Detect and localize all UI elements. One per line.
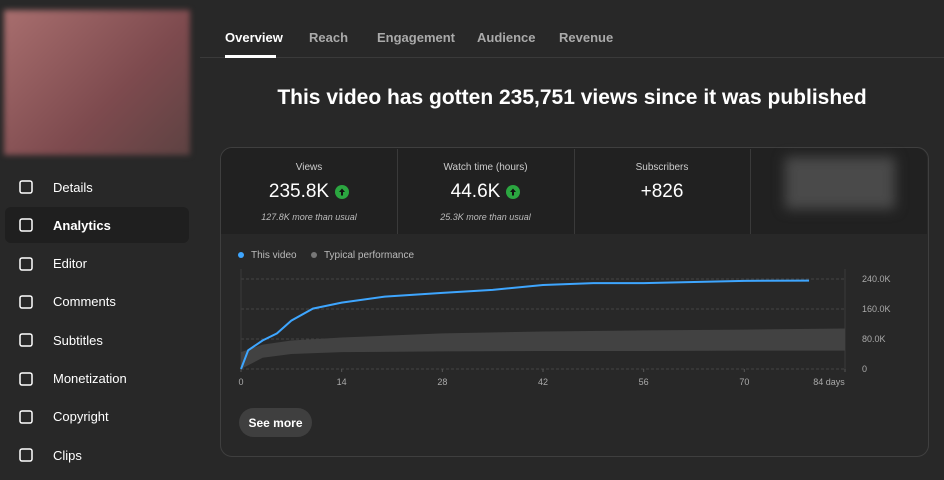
metric-value-text: 235.8K — [268, 181, 330, 202]
tab[interactable]: Overview — [225, 30, 283, 45]
y-tick-label: 0 — [862, 364, 867, 374]
thumbnail — [4, 10, 190, 155]
tab-indicator — [225, 55, 276, 58]
icon — [19, 295, 33, 309]
see-more-button[interactable]: See more — [239, 408, 312, 437]
metric-value: 44.6K — [398, 181, 574, 203]
divider — [200, 57, 944, 58]
legend-dot — [311, 252, 317, 258]
x-tick-label: 28 — [437, 377, 447, 387]
icon — [19, 448, 33, 462]
metric-value: 235.8K — [221, 181, 397, 203]
metric-label-text: Subscribers — [635, 162, 689, 173]
metric-label: Subscribers — [574, 162, 750, 173]
y-tick-label: 160.0K — [862, 304, 891, 314]
metric-label: Views — [221, 162, 397, 173]
icon — [19, 256, 33, 271]
card — [220, 147, 929, 457]
tab[interactable]: Audience — [477, 30, 536, 45]
nav-item[interactable]: Copyright — [5, 399, 189, 435]
x-tick-label: 70 — [739, 377, 749, 387]
metric-value: +826 — [574, 181, 750, 203]
typical-band — [241, 328, 845, 369]
metric-tile: Views 235.8K 127.8K more than usual — [221, 149, 398, 234]
nav-item[interactable]: Subtitles — [5, 322, 189, 358]
tab[interactable]: Engagement — [377, 30, 456, 45]
icon — [19, 410, 33, 424]
metric-label-text: Views — [295, 162, 323, 173]
nav-item[interactable]: Clips — [5, 437, 189, 473]
y-tick-label: 240.0K — [862, 274, 891, 284]
icon — [19, 180, 33, 194]
x-tick-label: 84 days — [813, 377, 845, 387]
up-icon — [335, 185, 350, 199]
icon — [19, 333, 33, 347]
icon — [19, 218, 33, 233]
metric-label: Watch time (hours) — [398, 162, 574, 173]
nav-item[interactable]: Monetization — [5, 361, 189, 397]
nav-item[interactable]: Analytics — [5, 207, 189, 244]
nav-item[interactable]: Details — [5, 169, 189, 205]
x-tick-label: 42 — [538, 377, 548, 387]
metric-value-text: 44.6K — [450, 181, 501, 202]
legend-label: Typical performance — [324, 250, 414, 261]
headline: This video has gotten 235,751 views sinc… — [277, 86, 867, 109]
blurred-metric — [785, 157, 895, 209]
metric-label-text: Watch time (hours) — [443, 162, 528, 173]
icon — [19, 371, 33, 386]
series-line — [240, 279, 810, 370]
x-tick-label: 0 — [238, 377, 243, 387]
y-tick-label: 80.0K — [862, 334, 886, 344]
metric-tile: Watch time (hours) 44.6K 25.3K more than u… — [398, 149, 575, 234]
tab[interactable]: Revenue — [559, 30, 614, 45]
tab[interactable]: Reach — [309, 30, 349, 45]
metric-note-text: 127.8K more than usual — [261, 212, 357, 222]
metric-note: 25.3K more than usual — [398, 212, 574, 222]
up-icon — [506, 185, 521, 199]
metric-note-text: 25.3K more than usual — [440, 212, 531, 222]
legend-dot — [238, 252, 244, 258]
x-tick-label: 56 — [639, 377, 649, 387]
metric-value-text: +826 — [640, 181, 684, 202]
metric-note: 127.8K more than usual — [221, 212, 397, 222]
legend-label: This video — [251, 250, 297, 261]
nav-item[interactable]: Editor — [5, 246, 189, 282]
metric-tile: Subscribers +826 — [574, 149, 751, 234]
x-tick-label: 14 — [337, 377, 347, 387]
nav-item[interactable]: Comments — [5, 284, 189, 320]
